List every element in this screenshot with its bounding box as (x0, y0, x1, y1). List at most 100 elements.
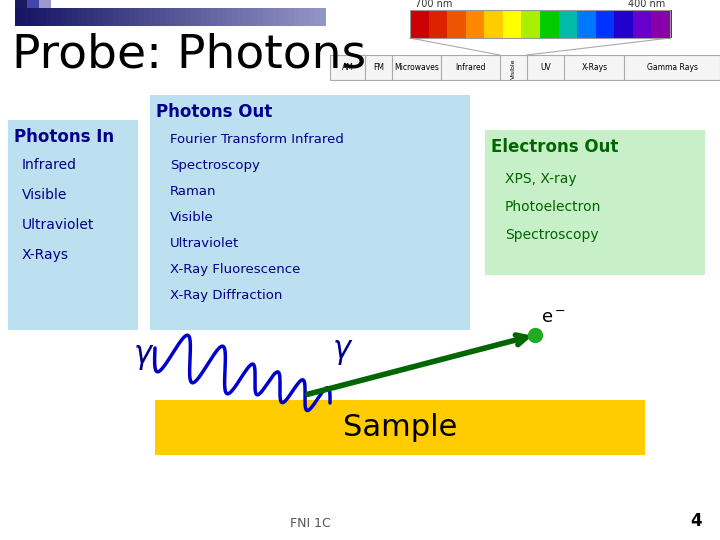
FancyBboxPatch shape (447, 10, 467, 38)
FancyBboxPatch shape (150, 95, 470, 330)
FancyBboxPatch shape (577, 10, 597, 38)
FancyBboxPatch shape (217, 8, 222, 26)
FancyBboxPatch shape (36, 8, 42, 26)
FancyBboxPatch shape (67, 8, 73, 26)
Text: AM: AM (341, 63, 354, 72)
Text: Photons Out: Photons Out (156, 103, 272, 121)
Text: Visible: Visible (170, 211, 214, 224)
Text: XPS, X-ray: XPS, X-ray (505, 172, 577, 186)
FancyBboxPatch shape (614, 10, 634, 38)
FancyBboxPatch shape (274, 8, 279, 26)
FancyBboxPatch shape (485, 10, 504, 38)
FancyBboxPatch shape (248, 8, 253, 26)
FancyBboxPatch shape (98, 8, 104, 26)
FancyBboxPatch shape (428, 10, 449, 38)
FancyBboxPatch shape (227, 8, 233, 26)
Text: X-Ray Diffraction: X-Ray Diffraction (170, 289, 282, 302)
FancyBboxPatch shape (103, 8, 109, 26)
Text: X-Ray Fluorescence: X-Ray Fluorescence (170, 263, 300, 276)
Text: Raman: Raman (170, 185, 217, 198)
FancyBboxPatch shape (237, 8, 243, 26)
FancyBboxPatch shape (39, 0, 51, 8)
FancyBboxPatch shape (20, 8, 27, 26)
FancyBboxPatch shape (139, 8, 145, 26)
FancyBboxPatch shape (165, 8, 171, 26)
FancyBboxPatch shape (155, 400, 645, 455)
FancyBboxPatch shape (30, 8, 37, 26)
FancyBboxPatch shape (305, 8, 310, 26)
FancyBboxPatch shape (77, 8, 84, 26)
FancyBboxPatch shape (652, 10, 672, 38)
FancyBboxPatch shape (8, 120, 138, 330)
FancyBboxPatch shape (201, 8, 207, 26)
FancyBboxPatch shape (263, 8, 269, 26)
FancyBboxPatch shape (180, 8, 186, 26)
FancyBboxPatch shape (61, 8, 68, 26)
FancyBboxPatch shape (206, 8, 212, 26)
FancyBboxPatch shape (410, 10, 430, 38)
FancyBboxPatch shape (15, 0, 27, 8)
Text: FNI 1C: FNI 1C (289, 517, 330, 530)
FancyBboxPatch shape (222, 8, 228, 26)
Text: Gamma Rays: Gamma Rays (647, 63, 698, 72)
Text: X-Rays: X-Rays (581, 63, 608, 72)
FancyBboxPatch shape (466, 10, 486, 38)
FancyBboxPatch shape (118, 8, 125, 26)
Text: Sample: Sample (343, 413, 457, 442)
FancyBboxPatch shape (521, 10, 541, 38)
FancyBboxPatch shape (212, 8, 217, 26)
FancyBboxPatch shape (300, 8, 305, 26)
Text: 700 nm: 700 nm (415, 0, 452, 9)
FancyBboxPatch shape (485, 130, 705, 275)
Text: X-Rays: X-Rays (22, 248, 69, 262)
Text: 400 nm: 400 nm (628, 0, 665, 9)
Text: Ultraviolet: Ultraviolet (22, 218, 94, 232)
FancyBboxPatch shape (129, 8, 135, 26)
FancyBboxPatch shape (155, 8, 161, 26)
FancyBboxPatch shape (56, 8, 63, 26)
FancyBboxPatch shape (540, 10, 560, 38)
Text: Visible: Visible (510, 58, 516, 79)
FancyBboxPatch shape (160, 8, 166, 26)
Text: Microwaves: Microwaves (395, 63, 439, 72)
FancyBboxPatch shape (72, 8, 78, 26)
FancyBboxPatch shape (41, 8, 47, 26)
FancyBboxPatch shape (320, 8, 326, 26)
Text: Spectroscopy: Spectroscopy (170, 159, 260, 172)
FancyBboxPatch shape (191, 8, 197, 26)
FancyBboxPatch shape (144, 8, 150, 26)
FancyBboxPatch shape (279, 8, 284, 26)
FancyBboxPatch shape (196, 8, 202, 26)
Text: e$^-$: e$^-$ (541, 309, 566, 327)
FancyBboxPatch shape (82, 8, 89, 26)
FancyBboxPatch shape (268, 8, 274, 26)
Text: $\gamma$: $\gamma$ (332, 338, 354, 367)
FancyBboxPatch shape (294, 8, 300, 26)
Text: Photons In: Photons In (14, 128, 114, 146)
Text: $\gamma$: $\gamma$ (133, 343, 154, 372)
FancyBboxPatch shape (284, 8, 290, 26)
FancyBboxPatch shape (559, 10, 579, 38)
Text: Fourier Transform Infrared: Fourier Transform Infrared (170, 133, 344, 146)
Text: Ultraviolet: Ultraviolet (170, 237, 239, 250)
FancyBboxPatch shape (243, 8, 248, 26)
Text: Electrons Out: Electrons Out (491, 138, 618, 156)
FancyBboxPatch shape (108, 8, 114, 26)
Text: Infrared: Infrared (455, 63, 486, 72)
FancyBboxPatch shape (253, 8, 258, 26)
FancyBboxPatch shape (310, 8, 315, 26)
FancyBboxPatch shape (330, 55, 720, 80)
Text: 4: 4 (690, 512, 702, 530)
FancyBboxPatch shape (595, 10, 616, 38)
Text: UV: UV (540, 63, 551, 72)
FancyBboxPatch shape (87, 8, 94, 26)
Text: Spectroscopy: Spectroscopy (505, 228, 598, 242)
FancyBboxPatch shape (113, 8, 120, 26)
Text: Infrared: Infrared (22, 158, 77, 172)
Text: Visible: Visible (22, 188, 68, 202)
FancyBboxPatch shape (170, 8, 176, 26)
Text: Probe: Photons: Probe: Photons (12, 32, 366, 77)
FancyBboxPatch shape (15, 8, 21, 26)
FancyBboxPatch shape (27, 0, 39, 8)
FancyBboxPatch shape (51, 8, 58, 26)
